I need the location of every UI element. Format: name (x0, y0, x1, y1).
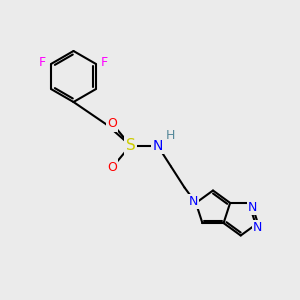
Text: F: F (39, 56, 46, 69)
Text: F: F (101, 56, 108, 69)
Text: N: N (189, 195, 198, 208)
Text: N: N (253, 221, 262, 234)
Text: H: H (165, 129, 175, 142)
Text: O: O (107, 117, 117, 130)
Text: O: O (107, 160, 117, 174)
Text: N: N (248, 201, 257, 214)
Text: S: S (126, 138, 135, 153)
Text: N: N (152, 139, 163, 152)
